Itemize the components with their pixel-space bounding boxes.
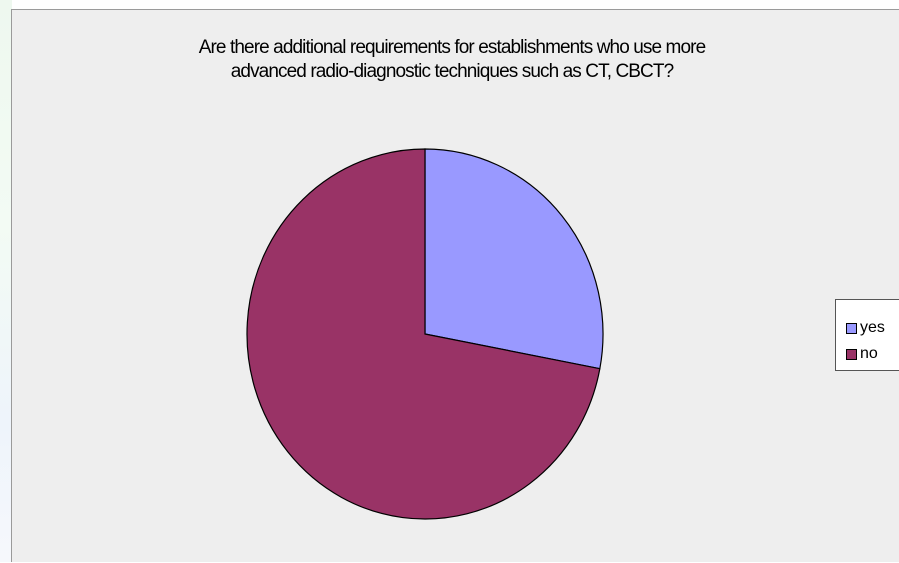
legend-item-yes: yes <box>846 318 885 338</box>
chart-area: Are there additional requirements for es… <box>11 9 899 562</box>
legend-label-no: no <box>860 345 878 363</box>
pie-chart <box>12 10 899 563</box>
legend-label-yes: yes <box>860 319 885 337</box>
legend-item-no: no <box>846 344 878 364</box>
legend: yes no <box>835 299 899 371</box>
legend-swatch-no <box>846 349 857 360</box>
pie-slice-yes <box>425 149 603 369</box>
legend-swatch-yes <box>846 323 857 334</box>
